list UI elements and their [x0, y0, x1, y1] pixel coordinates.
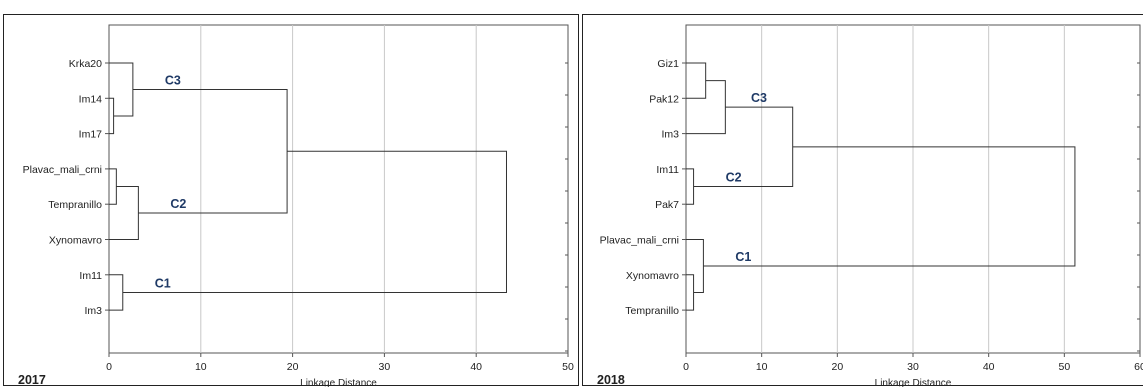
cluster-label: C2	[170, 197, 186, 211]
leaf-label: Im14	[79, 93, 103, 105]
x-tick-label: 50	[562, 361, 574, 373]
x-tick-label: 10	[195, 361, 207, 373]
x-tick-label: 30	[907, 361, 919, 373]
leaf-label: Im11	[79, 270, 102, 282]
dendrogram-2017-panel: 0 10 20 30 40 50 Linkage Distance 2017 Krka20 Im1…	[3, 14, 579, 387]
dendrogram-link	[109, 97, 115, 135]
leaf-label: Xynomavro	[49, 235, 102, 247]
dendrogram-2017: 0 10 20 30 40 50 Linkage Distance 2017 Krka20 Im1…	[18, 24, 574, 387]
year-label: 2017	[18, 373, 46, 387]
x-axis-label: Linkage Distance	[300, 378, 377, 387]
cluster-label: C3	[751, 91, 767, 105]
dendrogram-link	[686, 274, 695, 311]
x-tick-label: 20	[831, 361, 843, 373]
leaf-label: Giz1	[657, 58, 679, 70]
dendrogram-link	[703, 146, 1076, 267]
cluster-label: C1	[155, 276, 171, 290]
leaf-label: Plavac_mali_crni	[600, 235, 679, 247]
cluster-label: C1	[735, 250, 751, 264]
x-tick-label: 0	[106, 361, 112, 373]
x-tick-label: 30	[379, 361, 391, 373]
cluster-label: C2	[726, 171, 742, 185]
dendrogram-link	[109, 62, 134, 117]
dendrogram-link	[132, 88, 288, 214]
leaf-label: Im3	[84, 305, 102, 317]
dendrogram-link	[693, 106, 794, 188]
dendrogram-link	[109, 168, 117, 205]
x-tick-label: 0	[683, 361, 689, 373]
leaf-label: Pak12	[649, 93, 679, 105]
year-label: 2018	[597, 373, 625, 387]
x-tick-label: 60	[1134, 361, 1143, 373]
cluster-label: C3	[165, 73, 181, 87]
dendrogram-2018: 0 10 20 30 40 50 60 Linkage Distance 2018 Giz1 Pak…	[597, 24, 1143, 387]
x-tick-label: 10	[756, 361, 768, 373]
dendrogram-2018-panel: 0 10 20 30 40 50 60 Linkage Distance 2018 Giz1 Pak…	[582, 14, 1143, 387]
x-tick-label: 20	[287, 361, 299, 373]
leaf-label: Xynomavro	[626, 270, 679, 282]
leaf-label: Tempranillo	[48, 199, 102, 211]
x-tick-label: 50	[1058, 361, 1070, 373]
dendrogram-link	[686, 239, 704, 293]
leaf-label: Tempranillo	[625, 305, 679, 317]
leaf-label: Pak7	[655, 199, 679, 211]
plot-area	[108, 24, 569, 354]
dendrogram-link	[686, 168, 695, 205]
leaf-label: Krka20	[69, 58, 102, 70]
leaf-label: Im17	[79, 129, 103, 141]
x-tick-label: 40	[470, 361, 482, 373]
dendrogram-link	[109, 274, 124, 311]
dendrogram-link	[122, 150, 507, 293]
leaf-label: Plavac_mali_crni	[23, 164, 102, 176]
dendrogram-link	[686, 62, 707, 99]
dendrogram-link	[109, 186, 139, 240]
x-axis-label: Linkage Distance	[875, 378, 952, 387]
x-tick-label: 40	[983, 361, 995, 373]
leaf-label: Im11	[656, 164, 679, 176]
leaf-label: Im3	[661, 129, 679, 141]
